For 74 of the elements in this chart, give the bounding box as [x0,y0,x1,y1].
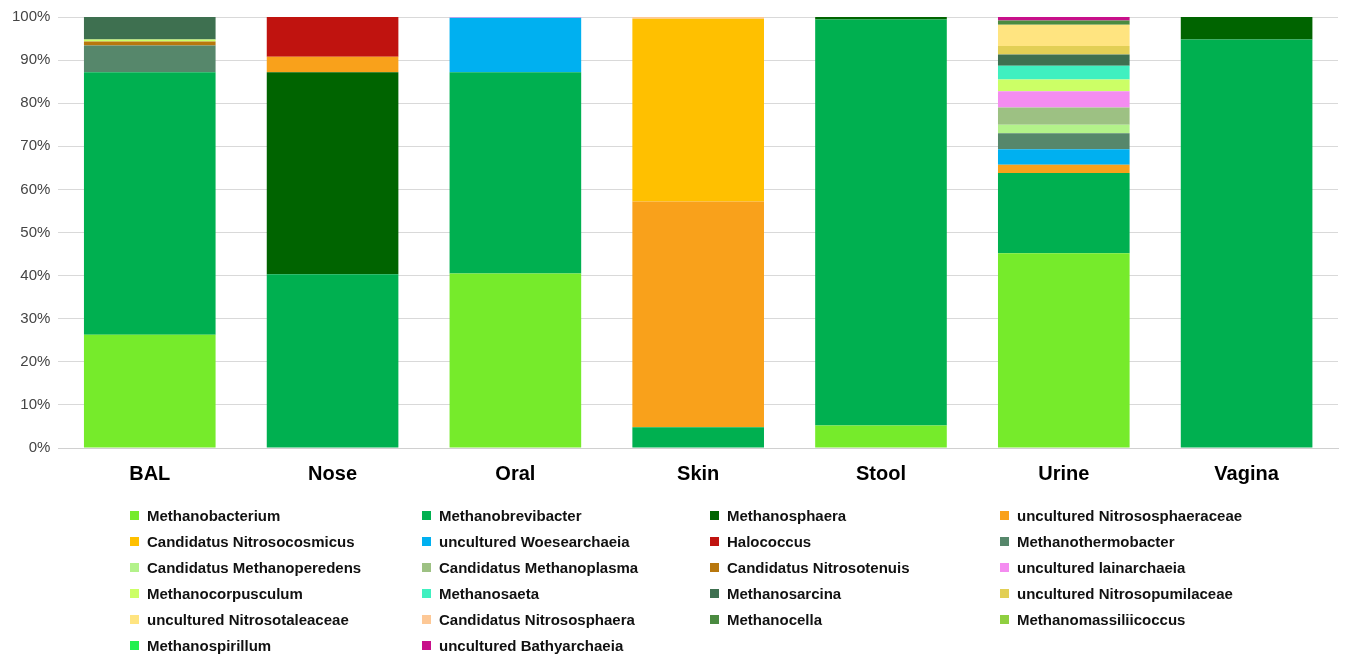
y-tick-label: 20% [20,351,51,369]
legend-label: Methanosaeta [439,584,540,602]
bar [449,273,582,448]
bar [266,56,399,73]
legend-label: Methanocorpusculum [147,584,303,602]
legend-label: uncultured lainarchaeia [1017,558,1186,576]
x-tick-label: Urine [1038,461,1090,484]
bar [997,164,1130,174]
legend-label: Methanospirillum [147,636,272,654]
bar [815,17,947,20]
y-tick-label: 50% [20,222,51,240]
legend-label: Methanocella [727,610,823,628]
y-tick-label: 90% [20,50,51,68]
y-tick-label: 70% [20,136,51,154]
bar [632,427,764,448]
bar [83,334,216,448]
bar [83,17,216,40]
legend-label: Methanobrevibacter [439,506,582,524]
legend-label: uncultured Bathyarchaeia [439,636,624,654]
legend-label: Candidatus Nitrososphaera [439,610,635,628]
bar [997,253,1130,448]
legend-label: Methanothermobacter [1017,532,1175,550]
bar [997,124,1130,134]
x-tick-label: Nose [308,461,358,484]
x-tick-label: Skin [677,461,720,484]
bar [815,19,947,426]
y-tick-label: 0% [28,438,51,456]
legend-label: Methanobacterium [147,506,281,524]
bar [449,72,582,274]
bar [997,24,1130,46]
y-tick-label: 10% [20,395,51,413]
bar [1180,17,1313,40]
y-tick-label: 80% [20,93,51,111]
bar [997,65,1130,80]
bar [997,45,1130,55]
bar [997,133,1130,150]
bar [997,79,1130,92]
bar [997,54,1130,66]
legend-label: Candidatus Nitrosotenuis [727,558,910,576]
bar [632,18,764,202]
bar [632,201,764,428]
bar [1180,39,1313,448]
legend-label: uncultured Nitrososphaeraceae [1017,506,1243,524]
x-tick-label: BAL [129,461,171,484]
y-tick-label: 30% [20,308,51,326]
legend-label: Candidatus Nitrosocosmicus [147,532,355,550]
legend-label: Methanosarcina [727,584,842,602]
bar [83,39,216,42]
y-tick-label: 100% [11,7,51,25]
x-tick-label: Vagina [1214,461,1280,484]
bar [997,107,1130,125]
y-tick-label: 40% [20,265,51,283]
bar [266,274,399,448]
y-tick-label: 60% [20,179,51,197]
legend-label: Halococcus [727,532,812,550]
bar [997,173,1130,254]
legend-label: Methanosphaera [727,506,847,524]
legend-label: uncultured Woesearchaeia [439,532,630,550]
bar [83,45,216,73]
bar [997,20,1130,25]
legend-label: Methanomassiliicoccus [1017,610,1186,628]
bar [997,149,1130,165]
bar [815,425,947,448]
legend-label: Candidatus Methanoplasma [439,558,639,576]
bar [449,17,582,73]
legend-label: uncultured Nitrosopumilaceae [1017,584,1233,602]
bar [997,91,1130,108]
legend-label: Candidatus Methanoperedens [147,558,362,576]
x-tick-label: Oral [495,461,536,484]
x-tick-label: Stool [855,461,906,484]
bar [266,17,399,57]
bar [266,72,399,275]
bar [83,72,216,335]
legend-label: uncultured Nitrosotaleaceae [147,610,349,628]
